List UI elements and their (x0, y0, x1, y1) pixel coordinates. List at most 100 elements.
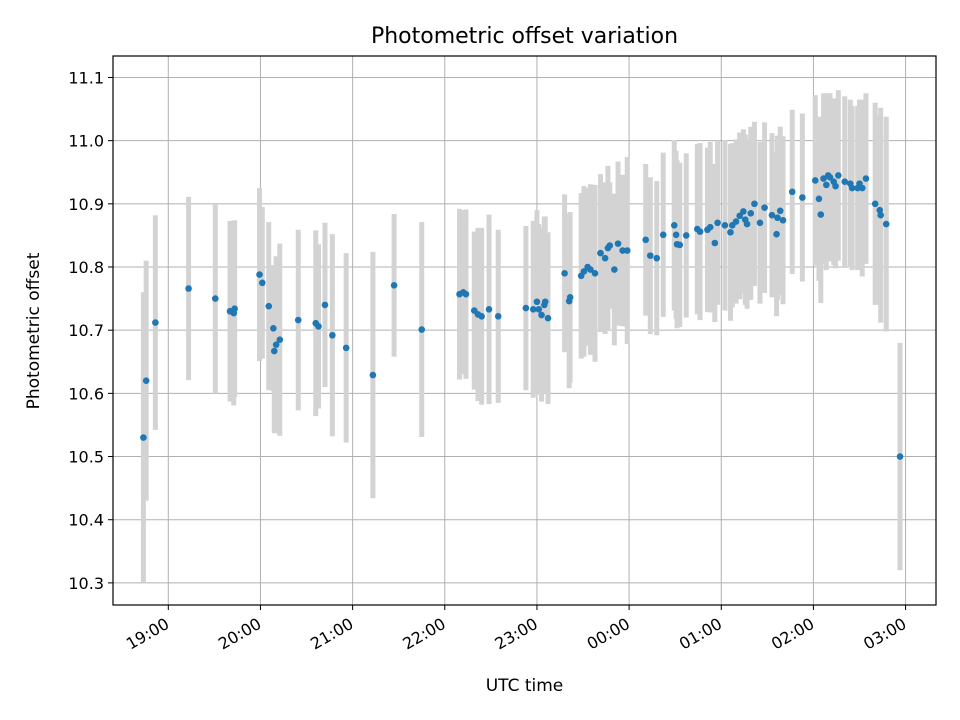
y-axis-label: Photometric offset (24, 252, 44, 409)
data-point (876, 206, 884, 214)
data-point (820, 175, 827, 182)
y-tick-label: 10.6 (68, 384, 104, 403)
y-tick-label: 10.9 (68, 195, 104, 214)
data-point (848, 184, 856, 192)
data-point (711, 239, 719, 247)
x-axis-label: UTC time (486, 676, 564, 696)
y-tick-label: 11.1 (68, 68, 104, 87)
data-point (823, 181, 830, 189)
data-point (529, 306, 537, 313)
data-point (276, 336, 284, 343)
data-point (601, 254, 609, 262)
data-point (611, 266, 618, 273)
data-point (841, 178, 849, 186)
chart-title: Photometric offset variation (371, 24, 678, 49)
data-point (736, 212, 743, 220)
data-point (751, 200, 758, 208)
data-point (272, 341, 280, 349)
data-point (265, 302, 273, 310)
data-point (211, 295, 219, 302)
data-point (152, 319, 159, 326)
data-point (329, 331, 336, 339)
data-point (779, 216, 787, 224)
data-point (321, 301, 329, 309)
data-point (522, 304, 530, 312)
data-point (653, 254, 661, 262)
data-point (390, 282, 398, 289)
data-point (826, 173, 834, 181)
data-point (566, 294, 574, 301)
data-point (817, 211, 825, 218)
data-point (696, 228, 704, 235)
data-point (342, 344, 350, 352)
data-point (747, 210, 755, 217)
data-point (882, 220, 890, 228)
data-point (768, 211, 776, 219)
y-tick-label: 10.7 (68, 321, 104, 340)
data-point (614, 240, 622, 247)
data-point (418, 326, 426, 333)
data-point (743, 220, 751, 228)
data-point (606, 242, 614, 249)
y-tick-label: 10.5 (68, 448, 104, 467)
data-point (732, 218, 740, 225)
data-point (270, 324, 277, 332)
data-point (774, 214, 781, 222)
data-point (761, 204, 768, 211)
data-point (494, 312, 502, 320)
data-point (580, 268, 588, 275)
data-point (561, 270, 568, 277)
y-tick-label: 11.0 (68, 132, 104, 151)
data-point (727, 228, 734, 236)
data-point (682, 232, 690, 239)
data-point (462, 290, 470, 298)
data-point (256, 271, 263, 278)
y-tick-label: 10.8 (68, 258, 104, 277)
data-point (315, 323, 322, 330)
data-point (538, 311, 545, 319)
data-point (721, 222, 729, 229)
data-point (706, 223, 714, 231)
data-point (877, 211, 885, 219)
data-point (756, 219, 764, 227)
data-point (896, 453, 904, 460)
data-point (478, 312, 485, 320)
data-point (642, 236, 649, 244)
data-point (811, 177, 819, 184)
data-point (142, 377, 150, 385)
data-point (231, 305, 238, 313)
data-point (815, 195, 823, 203)
data-point (740, 208, 747, 215)
data-point (369, 371, 377, 379)
data-point (672, 231, 680, 239)
data-point (714, 219, 721, 227)
data-point (871, 200, 879, 208)
data-point (535, 306, 543, 313)
data-point (676, 241, 684, 249)
data-point (773, 230, 780, 238)
data-point (587, 266, 594, 273)
data-point (832, 182, 839, 190)
grid (113, 56, 936, 605)
data-point (862, 175, 870, 182)
data-point (776, 207, 784, 215)
data-point (544, 314, 552, 322)
data-point (659, 231, 667, 239)
data-point (541, 298, 549, 306)
data-point (533, 298, 541, 306)
data-point (140, 434, 147, 441)
data-point (294, 316, 302, 324)
data-point (788, 188, 796, 196)
y-tick-label: 10.3 (68, 574, 104, 593)
data-point (591, 270, 599, 277)
y-tick-label: 10.4 (68, 511, 104, 530)
data-point (858, 184, 866, 192)
data-point (259, 279, 266, 287)
data-point (835, 172, 842, 179)
data-point (485, 306, 493, 313)
data-point (647, 252, 654, 259)
data-points (140, 172, 904, 460)
data-point (623, 247, 631, 254)
data-point (597, 249, 604, 257)
